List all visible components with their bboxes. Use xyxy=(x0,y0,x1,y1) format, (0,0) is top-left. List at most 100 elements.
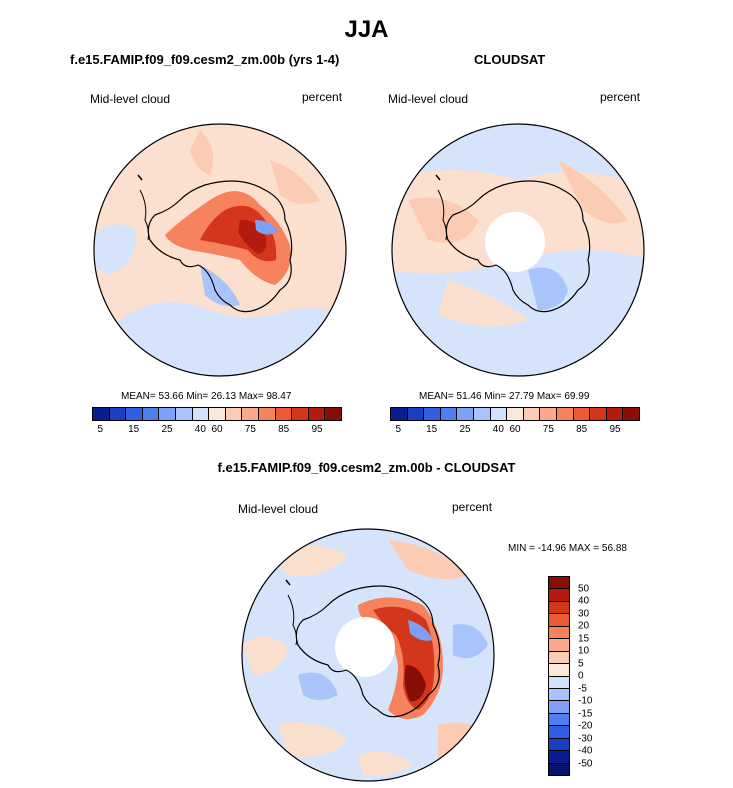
colorbar-swatch xyxy=(549,626,569,640)
panel2-colorbar: 5 15 25 40 60 75 85 95 xyxy=(390,407,640,438)
colorbar-tick-label: 5 xyxy=(578,658,584,669)
panel1-variable-label: Mid-level cloud xyxy=(90,92,171,106)
colorbar-tick-label: 5 xyxy=(395,424,402,435)
colorbar-tick-label: 85 xyxy=(278,424,290,435)
panel2-continent-outline xyxy=(445,180,591,313)
panel2-title: CLOUDSAT xyxy=(474,52,546,67)
colorbar-swatch xyxy=(93,408,110,420)
colorbar-swatch xyxy=(109,408,127,420)
panel3-title: f.e15.FAMIP.f09_f09.cesm2_zm.00b - CLOUD… xyxy=(217,460,516,475)
colorbar-swatch xyxy=(175,408,193,420)
colorbar-swatch xyxy=(457,408,474,420)
panel3-units-label: percent xyxy=(452,500,493,514)
colorbar-tick-label: -5 xyxy=(578,683,587,694)
colorbar-tick-label: -40 xyxy=(578,745,593,757)
panel3-colorbar xyxy=(548,576,570,776)
figure-title: JJA xyxy=(344,16,389,43)
colorbar-tick-label: 15 xyxy=(128,424,140,435)
colorbar-swatch xyxy=(549,651,569,665)
colorbar-swatch xyxy=(549,763,569,775)
colorbar-tick-label: 60 xyxy=(211,424,223,435)
panel3-variable-label: Mid-level cloud xyxy=(238,502,319,516)
colorbar-swatch xyxy=(209,408,226,420)
colorbar-swatch xyxy=(242,408,259,420)
colorbar-tick-label: 10 xyxy=(578,645,590,657)
colorbar-tick-label: 15 xyxy=(426,424,438,435)
colorbar-tick-label: -50 xyxy=(578,758,593,769)
colorbar-tick-label: 25 xyxy=(161,424,173,435)
panel1-continent-outline xyxy=(147,180,293,313)
colorbar-tick-label: 25 xyxy=(459,424,471,435)
colorbar-swatch xyxy=(549,601,569,615)
panel3-colorbar-ticks: 50 40 30 20 15 10 5 0 -5 -10 -15 -20 -30 -40 -50 xyxy=(578,576,618,776)
colorbar-swatch xyxy=(606,408,624,420)
colorbar-swatch xyxy=(159,408,176,420)
panel2-variable-label: Mid-level cloud xyxy=(388,92,469,106)
panel1-title: f.e15.FAMIP.f09_f09.cesm2_zm.00b (yrs 1-… xyxy=(70,52,340,67)
colorbar-tick-label: 15 xyxy=(578,633,590,644)
colorbar-swatch xyxy=(549,751,569,764)
panel2-polar-map xyxy=(391,123,645,377)
colorbar-swatch xyxy=(192,408,210,420)
colorbar-tick-label: 50 xyxy=(578,583,590,594)
colorbar-swatch xyxy=(556,408,574,420)
colorbar-tick-label: 40 xyxy=(492,424,504,435)
colorbar-swatch xyxy=(407,408,425,420)
panel3-missing-data-cap xyxy=(335,617,395,677)
colorbar-swatch xyxy=(549,713,569,727)
panel1-colorbar: 5 15 25 40 60 75 85 95 xyxy=(92,407,342,438)
colorbar-swatch xyxy=(623,408,639,420)
panel3-stats: MIN = -14.96 MAX = 56.88 xyxy=(508,543,627,554)
colorbar-swatch xyxy=(126,408,143,420)
colorbar-swatch xyxy=(507,408,524,420)
colorbar-swatch xyxy=(549,577,569,590)
panel1-stats: MEAN= 53.66 Min= 26.13 Max= 98.47 xyxy=(121,391,292,402)
colorbar-tick-label: 40 xyxy=(194,424,206,435)
colorbar-swatch xyxy=(275,408,293,420)
colorbar-swatch xyxy=(523,408,541,420)
panel1-polar-map xyxy=(93,123,347,377)
colorbar-swatch xyxy=(549,614,569,627)
colorbar-swatch xyxy=(590,408,607,420)
panel2-units-label: percent xyxy=(600,90,641,104)
panel1-units-label: percent xyxy=(302,90,343,104)
colorbar-tick-label: 20 xyxy=(578,620,590,632)
colorbar-tick-label: 40 xyxy=(578,595,590,607)
colorbar-tick-label: 95 xyxy=(311,424,323,435)
colorbar-swatch xyxy=(549,664,569,677)
colorbar-swatch xyxy=(308,408,326,420)
colorbar-swatch xyxy=(549,676,569,689)
colorbar-swatch xyxy=(549,701,569,714)
colorbar-swatch xyxy=(391,408,408,420)
colorbar-swatch xyxy=(424,408,441,420)
colorbar-swatch xyxy=(473,408,491,420)
colorbar-tick-label: -15 xyxy=(578,708,593,719)
colorbar-swatch xyxy=(549,738,569,752)
colorbar-tick-label: 60 xyxy=(509,424,521,435)
colorbar-swatch xyxy=(325,408,341,420)
colorbar-tick-label: 85 xyxy=(576,424,588,435)
colorbar-tick-label: -20 xyxy=(578,720,593,732)
colorbar-swatch xyxy=(258,408,276,420)
colorbar-tick-label: 95 xyxy=(609,424,621,435)
colorbar-swatch xyxy=(440,408,458,420)
colorbar-tick-label: 75 xyxy=(244,424,256,435)
colorbar-swatch xyxy=(549,639,569,652)
colorbar-tick-label: 0 xyxy=(578,670,584,682)
panel3-continent-outline xyxy=(295,585,441,718)
colorbar-tick-label: 75 xyxy=(542,424,554,435)
colorbar-swatch xyxy=(292,408,309,420)
colorbar-swatch xyxy=(573,408,591,420)
colorbar-swatch xyxy=(540,408,557,420)
panel2-missing-data-cap xyxy=(485,212,545,272)
colorbar-swatch xyxy=(549,726,569,739)
colorbar-swatch xyxy=(549,688,569,702)
colorbar-tick-label: 30 xyxy=(578,608,590,619)
colorbar-swatch xyxy=(142,408,160,420)
colorbar-swatch xyxy=(225,408,243,420)
colorbar-tick-label: -10 xyxy=(578,695,593,707)
panel2-stats: MEAN= 51.46 Min= 27.79 Max= 69.99 xyxy=(419,391,590,402)
colorbar-swatch xyxy=(490,408,508,420)
panel3-polar-map xyxy=(241,528,495,782)
colorbar-tick-label: 5 xyxy=(97,424,104,435)
